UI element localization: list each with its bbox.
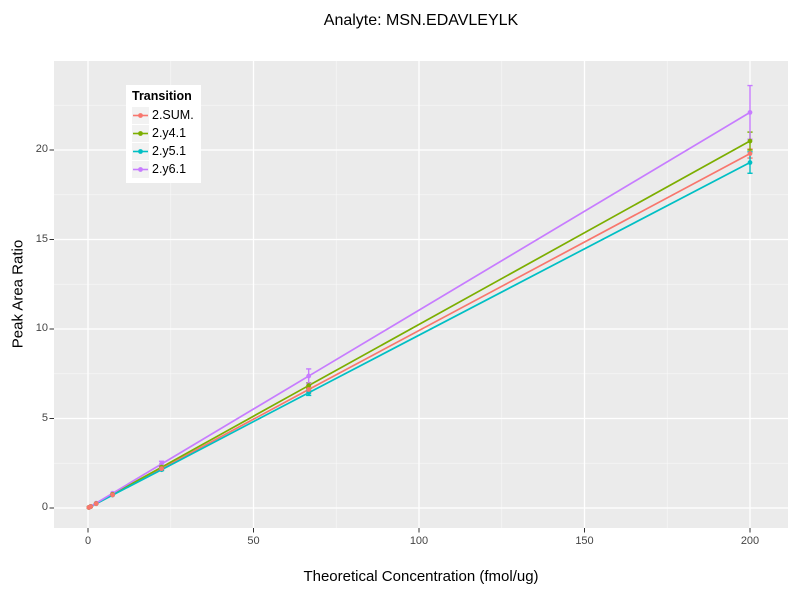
legend-item-label: 2.SUM. [152,108,194,122]
x-axis-title: Theoretical Concentration (fmol/ug) [303,568,539,585]
y-tick-label: 5 [41,411,48,424]
legend: Transition 2.SUM. 2.y4.1 2.y5.1 2.y6.1 [126,85,201,183]
legend-key-icon [132,160,149,178]
x-tick-label: 0 [84,535,92,547]
legend-key-icon [132,124,149,142]
x-tick-label: 100 [409,535,429,547]
legend-items: 2.SUM. 2.y4.1 2.y5.1 2.y6.1 [132,106,194,178]
data-point-2.y6.1 [306,373,312,379]
data-point-2.SUM. [159,466,164,472]
legend-item: 2.y5.1 [132,142,194,160]
x-tick-label: 50 [247,535,260,547]
chart-title: Analyte: MSN.EDAVLEYLK [323,12,519,29]
y-tick-label: 20 [35,143,48,155]
legend-key-icon [132,142,149,160]
data-point-2.SUM. [88,504,94,509]
legend-item-label: 2.y5.1 [152,144,187,158]
data-point-2.y5.1 [747,160,753,165]
legend-title: Transition [132,89,192,103]
data-point-2.y4.1 [306,383,312,388]
data-point-2.SUM. [93,501,99,507]
legend-item: 2.SUM. [132,106,194,124]
legend-item: 2.y6.1 [132,160,194,178]
data-point-2.y4.1 [747,138,753,144]
legend-key-icon [132,106,149,124]
legend-item: 2.y4.1 [132,124,194,142]
data-point-2.y6.1 [747,110,753,115]
data-point-2.SUM. [110,492,115,498]
x-tick-label: 200 [740,535,760,547]
legend-item-label: 2.y4.1 [152,126,187,140]
x-tick-label: 150 [575,535,594,547]
y-tick-label: 15 [35,232,48,245]
data-point-2.SUM. [306,387,312,392]
y-tick-label: 0 [41,501,48,513]
legend-item-label: 2.y6.1 [152,162,187,176]
y-tick-label: 10 [35,322,48,334]
data-point-2.SUM. [747,151,753,156]
